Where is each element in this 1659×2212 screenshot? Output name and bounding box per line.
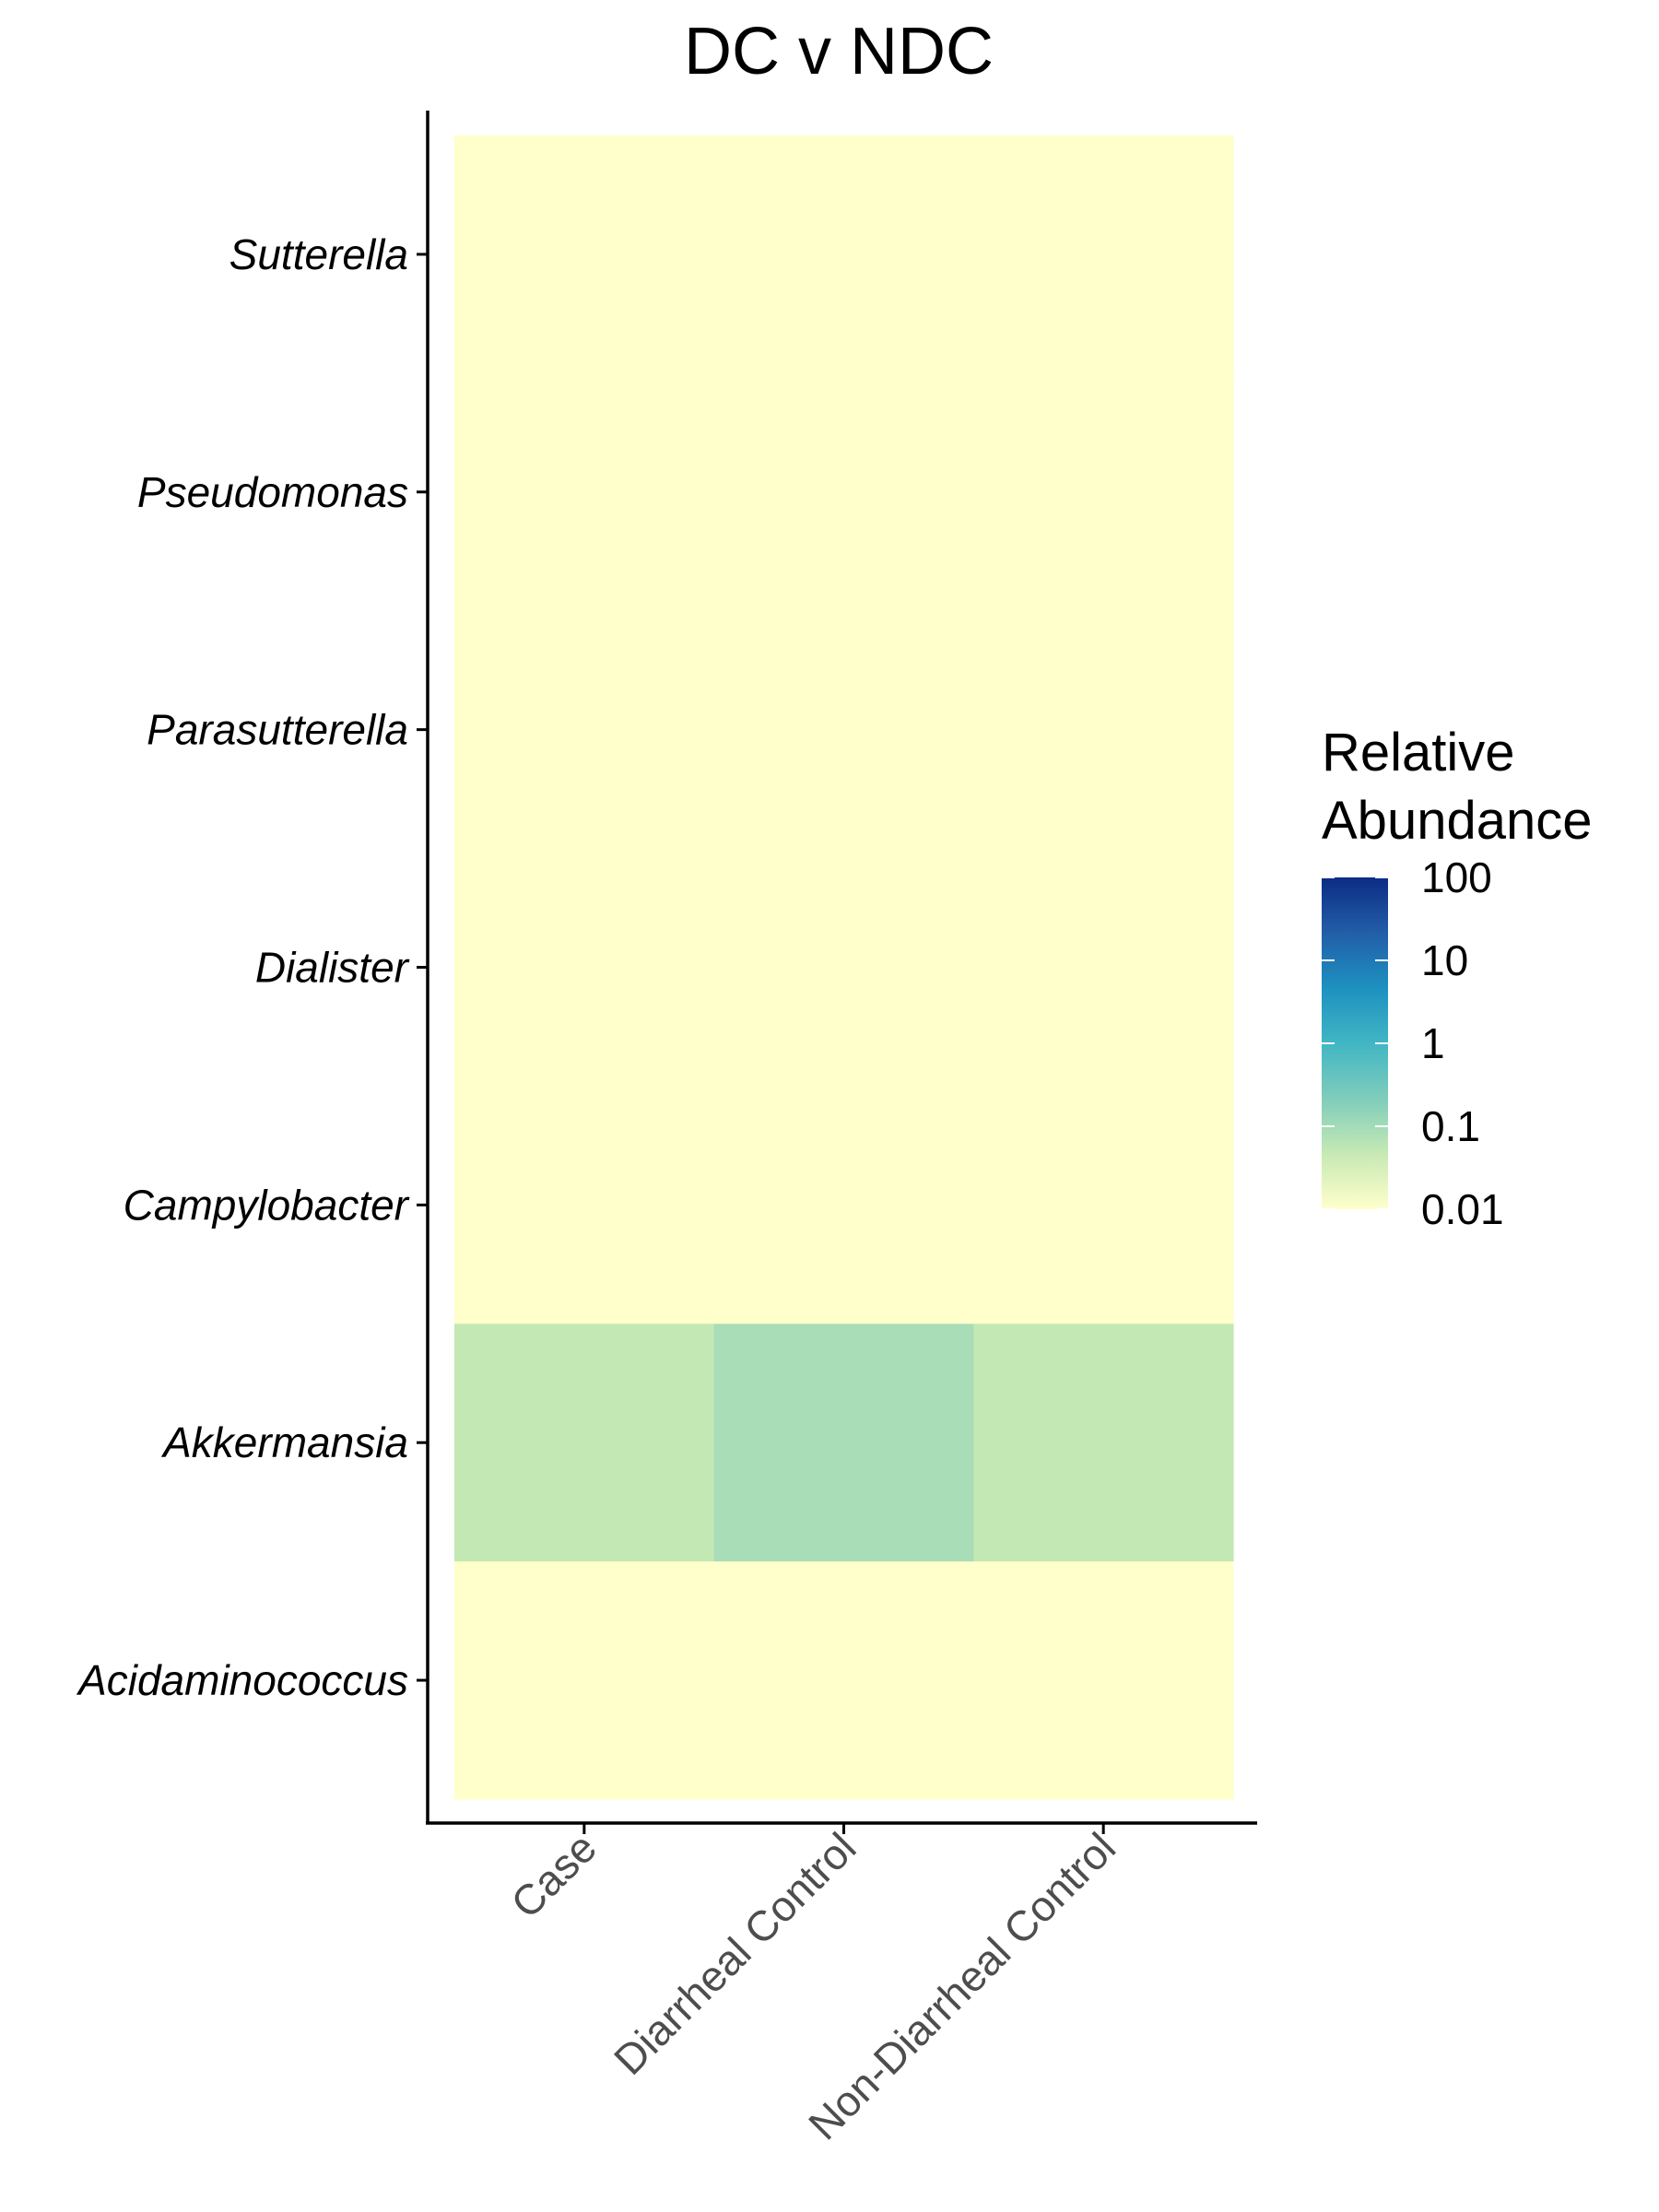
- heatmap-cell: [713, 848, 974, 1088]
- legend-tick-label: 10: [1421, 936, 1468, 984]
- chart-title: DC v NDC: [684, 15, 994, 88]
- heatmap-cell: [973, 610, 1234, 850]
- y-axis-ticks: Sutterella Pseudomonas Parasutterella Diali…: [76, 230, 428, 1704]
- heatmap-cell: [454, 848, 715, 1088]
- heatmap-cell: [973, 1086, 1234, 1324]
- heatmap-cell: [713, 135, 974, 374]
- x-tick-label: Case: [501, 1823, 606, 1927]
- color-legend: Relative Abundance 100 10 1 0.1 0.01: [1322, 723, 1592, 1233]
- heatmap-cell: [973, 1324, 1234, 1562]
- heatmap-cell: [973, 135, 1234, 374]
- heatmap-cell: [454, 135, 715, 374]
- y-tick-label: Pseudomonas: [137, 468, 408, 516]
- heatmap-cell: [454, 1324, 715, 1562]
- heatmap-cell: [454, 372, 715, 612]
- y-tick-label: Parasutterella: [147, 706, 408, 754]
- y-tick-label: Akkermansia: [160, 1418, 408, 1466]
- legend-ticks: 100 10 1 0.1 0.01: [1322, 853, 1504, 1233]
- heatmap-cell: [713, 610, 974, 850]
- legend-tick-label: 0.1: [1421, 1102, 1480, 1150]
- heatmap-cell: [973, 1561, 1234, 1800]
- heatmap-cell: [454, 1086, 715, 1324]
- y-tick-label: Campylobacter: [124, 1181, 410, 1229]
- y-tick-label: Dialister: [255, 944, 410, 992]
- x-tick-label: Diarrheal Control: [605, 1823, 865, 2084]
- legend-title-line-1: Relative: [1322, 723, 1515, 782]
- heatmap-cell: [713, 372, 974, 612]
- heatmap-cell: [454, 1561, 715, 1800]
- heatmap-cell: [973, 372, 1234, 612]
- legend-title-line-2: Abundance: [1322, 791, 1592, 851]
- legend-tick-label: 100: [1421, 853, 1492, 901]
- heatmap-cell: [973, 848, 1234, 1088]
- y-tick-label: Acidaminococcus: [76, 1656, 408, 1704]
- y-tick-label: Sutterella: [229, 230, 408, 278]
- heatmap-cells: [454, 135, 1234, 1800]
- legend-tick-label: 0.01: [1421, 1185, 1504, 1233]
- heatmap-cell: [713, 1086, 974, 1324]
- legend-tick-label: 1: [1421, 1019, 1445, 1067]
- heatmap-cell: [713, 1561, 974, 1800]
- heatmap-cell: [713, 1324, 974, 1562]
- heatmap-cell: [454, 610, 715, 850]
